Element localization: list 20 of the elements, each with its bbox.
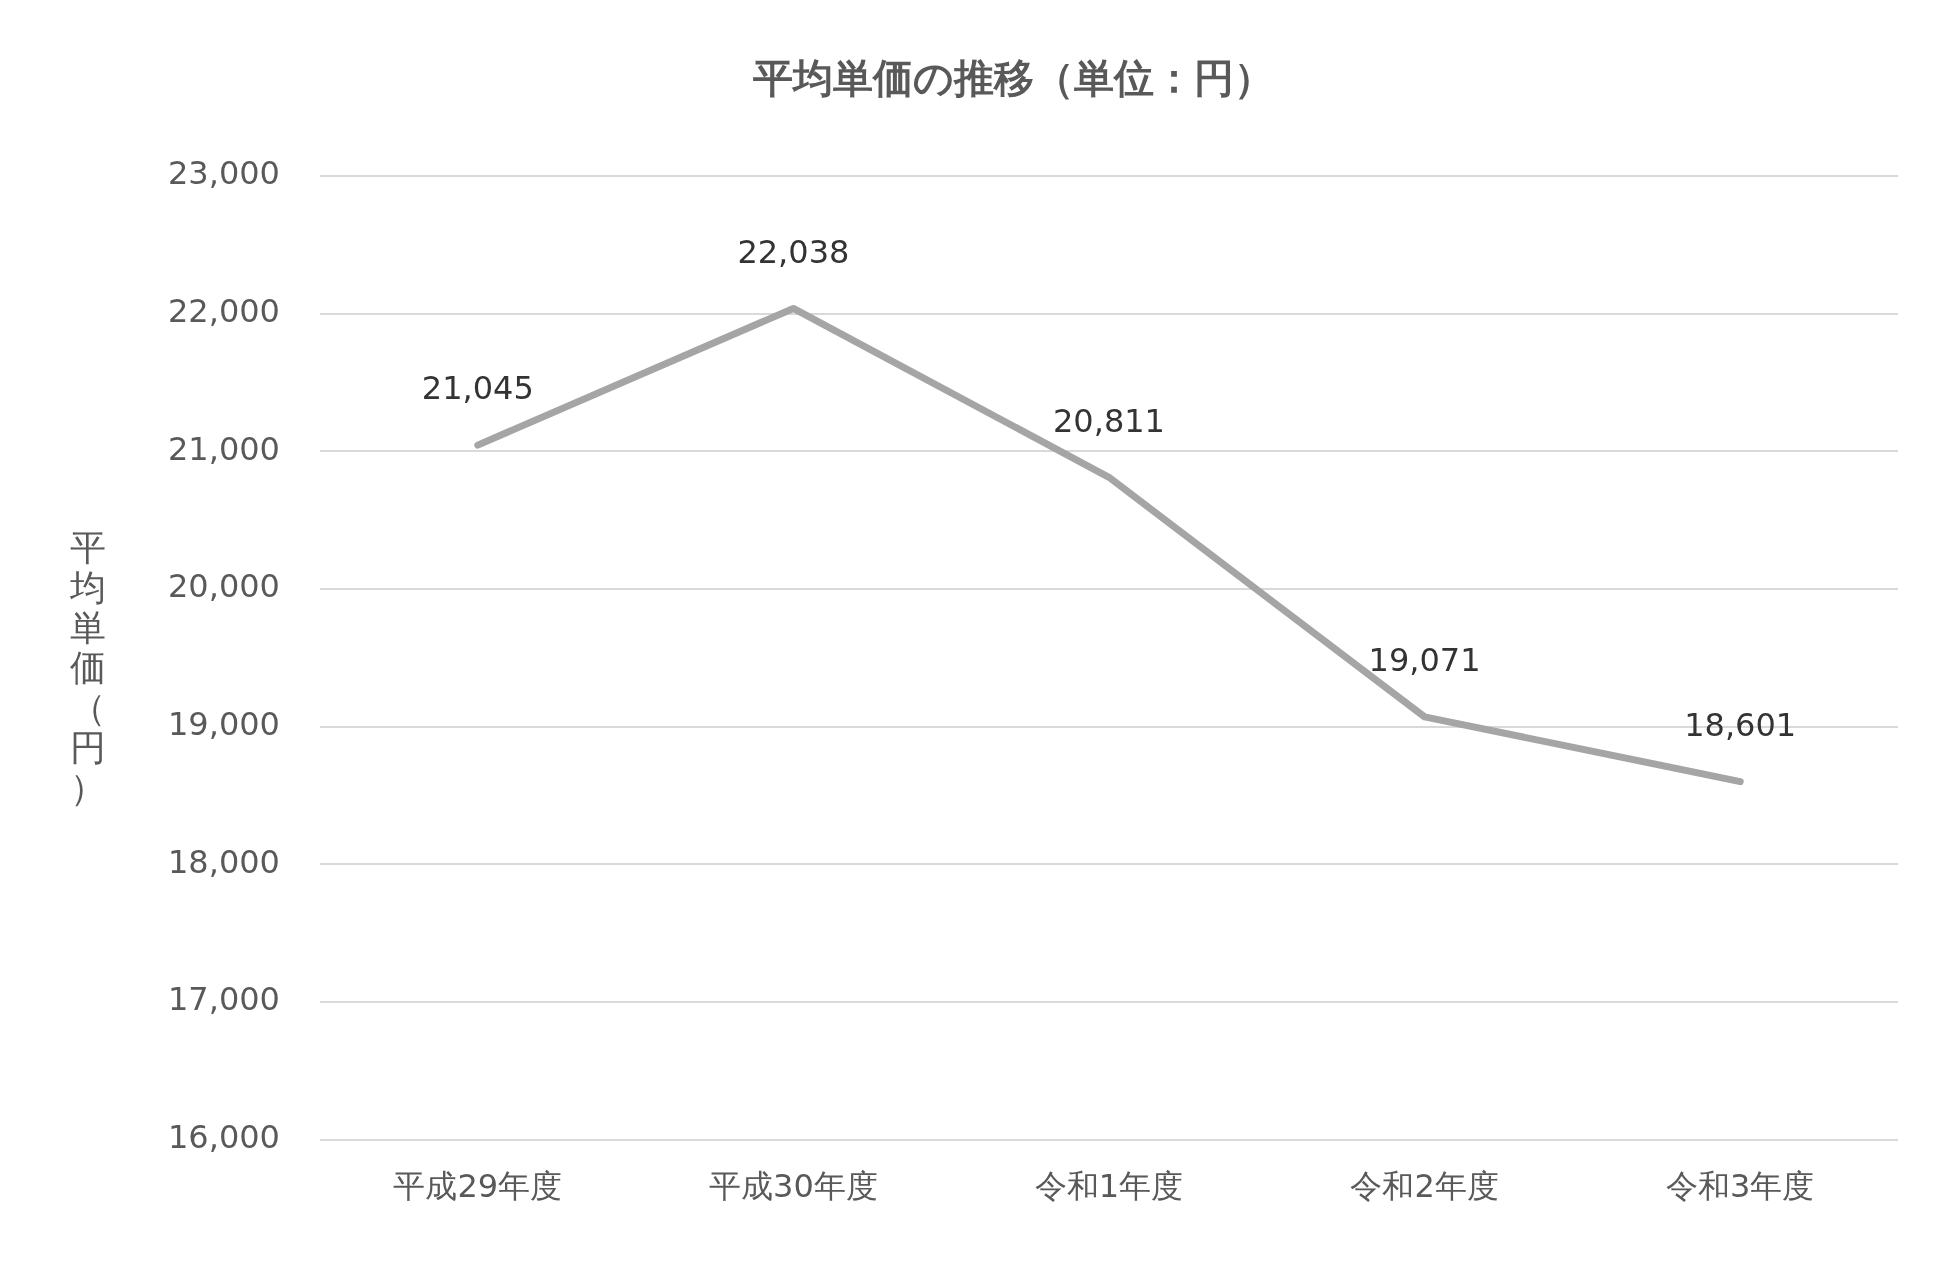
x-tick-label: 令和2年度 (1350, 1167, 1499, 1206)
x-tick-label: 令和3年度 (1666, 1167, 1815, 1206)
x-tick-label: 平成30年度 (709, 1167, 878, 1206)
y-tick-label: 22,000 (168, 291, 280, 330)
y-tick-label: 19,000 (168, 704, 280, 743)
y-tick-label: 20,000 (168, 567, 280, 606)
x-tick-label: 令和1年度 (1034, 1167, 1184, 1206)
y-tick-label: 23,000 (168, 154, 280, 193)
data-label: 20,811 (1053, 401, 1165, 440)
y-tick-label: 21,000 (168, 429, 280, 468)
y-tick-label: 16,000 (168, 1117, 280, 1156)
data-label: 21,045 (421, 369, 534, 408)
data-label: 19,071 (1368, 641, 1481, 680)
x-tick-label: 平成29年度 (393, 1167, 563, 1206)
y-tick-label: 17,000 (168, 980, 280, 1019)
y-tick-label: 18,000 (168, 842, 280, 881)
data-label: 22,038 (737, 232, 850, 271)
chart-title: 平均単価の推移（単位：円） (751, 55, 1274, 102)
y-axis-title: 平均単価（円） (69, 527, 107, 808)
data-label: 18,601 (1684, 705, 1797, 744)
